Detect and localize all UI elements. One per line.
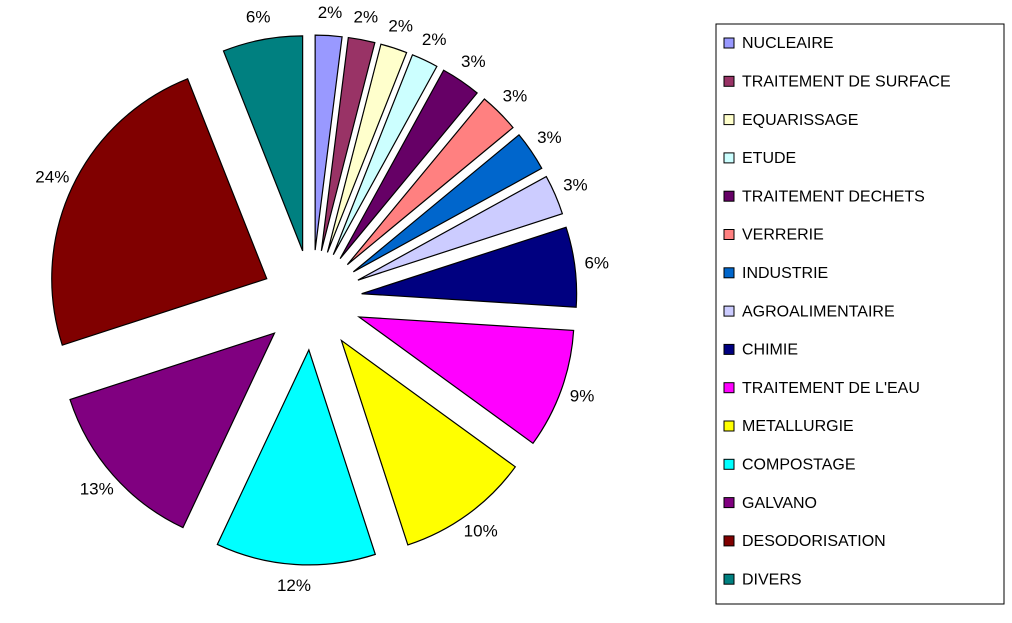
pie-slice (346, 98, 514, 266)
pie-slice (314, 34, 343, 251)
pie-slice (332, 54, 438, 256)
legend-swatch (723, 305, 735, 317)
data-label: 2% (318, 3, 343, 22)
legend-swatch (723, 382, 735, 394)
legend-label: AGROALIMENTAIRE (742, 303, 895, 320)
legend-label: NUCLEAIRE (742, 35, 834, 52)
legend-label: CHIMIE (742, 342, 798, 359)
pie-slice (357, 316, 575, 445)
legend-label: DIVERS (742, 571, 802, 588)
legend-swatch (723, 75, 735, 87)
data-label: 24% (35, 167, 69, 186)
legend-swatch (723, 420, 735, 432)
legend-swatch (723, 229, 735, 240)
pie-slice (320, 36, 376, 252)
legend-label: METALLURGIE (742, 418, 854, 435)
legend-box (715, 23, 1005, 605)
data-label: 9% (570, 387, 595, 406)
legend-label: INDUSTRIE (742, 265, 828, 282)
data-label: 3% (503, 87, 528, 106)
data-label: 6% (246, 8, 271, 27)
pie-slice (216, 348, 377, 566)
data-label: 3% (563, 176, 588, 195)
legend-label: COMPOSTAGE (742, 457, 856, 474)
legend-label: TRAITEMENT DE SURFACE (742, 74, 951, 91)
legend: NUCLEAIRE TRAITEMENT DE SURFACE EQUARISSAG… (723, 35, 951, 588)
pie-slice (361, 226, 578, 308)
data-label: 12% (277, 576, 311, 595)
data-label: 2% (353, 8, 378, 27)
data-label: 13% (80, 479, 114, 498)
legend-swatch (723, 573, 735, 585)
legend-swatch (723, 497, 735, 509)
legend-label: GALVANO (742, 495, 817, 512)
pie-slice (357, 175, 564, 281)
data-label: 3% (461, 52, 486, 71)
legend-swatch (723, 267, 735, 279)
legend-label: ETUDE (742, 150, 796, 167)
pie-slice (69, 332, 276, 529)
data-label: 10% (464, 522, 498, 541)
pie-slice (339, 69, 478, 260)
legend-label: EQUARISSAGE (742, 112, 858, 129)
legend-swatch (723, 535, 735, 547)
legend-swatch (723, 37, 735, 49)
data-label: 6% (584, 254, 609, 273)
data-label: 3% (537, 128, 562, 147)
legend-swatch (723, 190, 735, 202)
legend-label: DESODORISATION (742, 533, 886, 550)
pie-slice (326, 43, 408, 253)
data-label: 2% (388, 17, 413, 36)
legend-swatch (723, 343, 735, 355)
pie-slice (222, 35, 304, 252)
legend-swatch (723, 152, 735, 164)
pie-slice (51, 78, 268, 346)
legend-label: TRAITEMENT DECHETS (742, 188, 925, 205)
legend-label: VERRERIE (742, 227, 824, 244)
pie-slice (340, 338, 517, 546)
data-label: 2% (422, 30, 447, 49)
legend-swatch (723, 458, 735, 470)
pie-slice (352, 134, 543, 273)
legend-swatch (723, 114, 735, 126)
legend-label: TRAITEMENT DE L'EAU (742, 380, 920, 397)
